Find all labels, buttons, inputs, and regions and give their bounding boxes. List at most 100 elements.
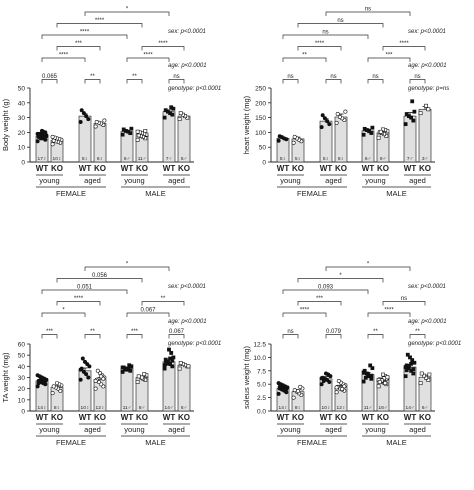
sample-size-label: 5♀ [295, 156, 301, 162]
data-point [419, 371, 424, 376]
data-point [99, 374, 104, 379]
sample-size-label: 10♀ [81, 405, 90, 411]
significance-bracket [382, 46, 426, 51]
data-point [340, 387, 345, 392]
stat-age: age: p<0.0001 [408, 319, 447, 325]
stat-genotype: genotype: p<0.0001 [168, 86, 221, 92]
genotype-label: KO [292, 164, 304, 173]
sex-label: MALE [386, 189, 406, 198]
sample-size-label: 16♂ [379, 405, 388, 411]
data-point [54, 381, 59, 386]
significance-bracket [367, 79, 384, 84]
genotype-label: KO [136, 164, 148, 173]
data-point [410, 358, 415, 362]
significance-bracket [41, 79, 58, 84]
significance-bracket [141, 301, 185, 306]
significance-bracket [367, 312, 411, 317]
significance-label: ns [337, 18, 343, 24]
age-group-label: young [39, 176, 59, 185]
data-point [162, 115, 167, 120]
stat-genotype: genotype: p=ns [408, 86, 449, 92]
genotype-label: WT [277, 164, 290, 173]
sample-size-label: 12♀ [337, 405, 346, 411]
data-point [36, 381, 41, 386]
age-group-label: aged [168, 425, 185, 434]
significance-label: **** [143, 53, 153, 59]
data-point [169, 105, 174, 110]
age-group-label: young [280, 425, 300, 434]
genotype-label: KO [51, 164, 63, 173]
data-point [80, 356, 85, 361]
data-point [178, 361, 183, 365]
data-point [84, 114, 89, 119]
data-point [35, 139, 40, 144]
significance-label: 0.065 [42, 74, 58, 80]
significance-label: ** [415, 329, 420, 335]
sample-size-label: 6♂ [181, 405, 187, 411]
data-point [169, 351, 174, 355]
genotype-label: KO [419, 413, 431, 422]
sample-size-label: 11♂ [364, 405, 373, 411]
data-point [405, 352, 410, 357]
y-tick-label: 30 [18, 115, 26, 122]
stat-age: age: p<0.0001 [168, 63, 207, 69]
genotype-label: WT [404, 164, 417, 173]
age-group-label: aged [84, 425, 101, 434]
significance-bracket [56, 23, 143, 28]
genotype-label: WT [163, 413, 176, 422]
data-point [411, 367, 416, 372]
data-point [411, 371, 416, 376]
data-point [276, 381, 281, 386]
y-tick-label: 50 [18, 353, 26, 360]
data-point [426, 378, 431, 382]
data-point [406, 114, 411, 119]
y-tick-label: 50 [259, 145, 267, 152]
age-group-label: aged [409, 176, 426, 185]
data-point [86, 117, 91, 122]
data-point [325, 119, 330, 124]
data-point [319, 376, 324, 381]
y-tick-label: 5.0 [257, 382, 266, 389]
y-axis-label: Body weight (g) [1, 98, 10, 151]
sample-size-label: 8♀ [54, 405, 60, 411]
data-point [120, 132, 125, 137]
significance-label: *** [385, 53, 393, 59]
bar [177, 364, 191, 412]
sample-size-label: 3♂ [422, 156, 428, 162]
data-point [320, 113, 325, 118]
data-point [86, 375, 91, 380]
genotype-label: KO [292, 413, 304, 422]
data-point [366, 372, 370, 377]
significance-label: *** [46, 329, 54, 335]
data-point [409, 361, 414, 366]
data-point [343, 109, 348, 114]
y-tick-label: 150 [255, 115, 266, 122]
genotype-label: WT [404, 413, 417, 422]
data-point [168, 356, 173, 361]
genotype-label: WT [362, 413, 375, 422]
significance-label: ** [161, 296, 166, 302]
sample-size-label: 14♀ [279, 405, 288, 411]
significance-label: **** [74, 296, 84, 302]
data-point [135, 137, 140, 142]
data-point [376, 135, 381, 140]
significance-label: *** [131, 329, 139, 335]
significance-bracket [126, 312, 170, 317]
bar [120, 368, 134, 412]
data-point [410, 99, 415, 104]
data-point [376, 384, 381, 389]
y-tick-label: 40 [18, 364, 26, 371]
y-axis-label: TA weight (mg) [1, 352, 10, 402]
genotype-label: KO [419, 164, 431, 173]
data-point [292, 134, 297, 139]
genotype-label: KO [51, 413, 63, 422]
age-group-label: young [365, 425, 385, 434]
age-group-label: young [280, 176, 300, 185]
significance-bracket [41, 312, 86, 317]
data-point [403, 374, 408, 379]
data-point [178, 111, 183, 116]
sample-size-label: 8♀ [295, 405, 301, 411]
y-tick-label: 7.5 [257, 368, 266, 375]
data-point [426, 107, 431, 112]
significance-bracket [84, 334, 101, 339]
